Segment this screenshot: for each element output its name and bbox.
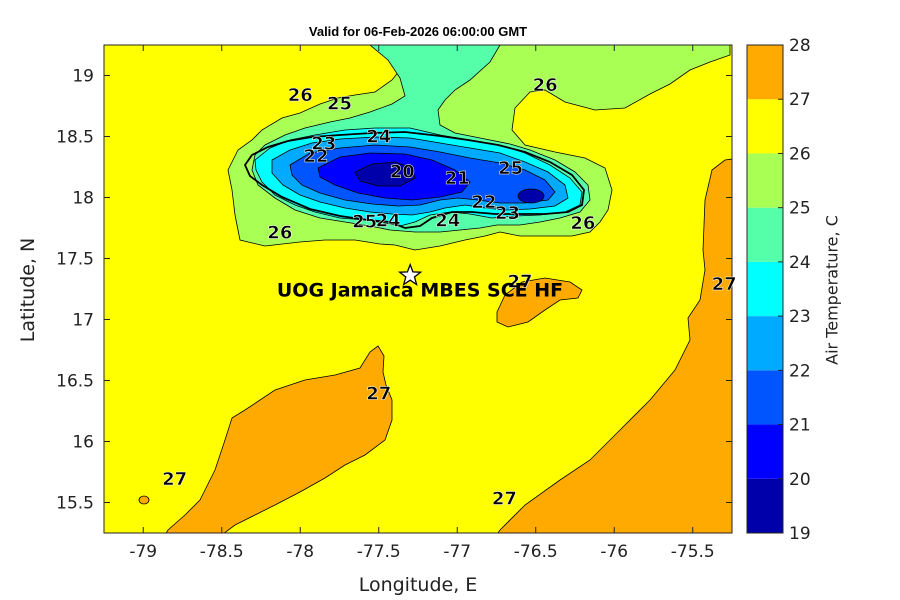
station-star-icon bbox=[397, 262, 423, 287]
map-title: Valid for 06-Feb-2026 06:00:00 GMT bbox=[308, 24, 528, 39]
contour-label: 23 bbox=[311, 134, 336, 155]
band-19-east bbox=[517, 188, 545, 204]
colorbar-segment bbox=[747, 45, 783, 100]
x-tick-label: -75.5 bbox=[671, 542, 715, 562]
band-27-southeast bbox=[497, 158, 732, 533]
x-tick-label: -79 bbox=[129, 542, 157, 562]
contour-field bbox=[104, 45, 732, 533]
y-tick-label: 18 bbox=[72, 189, 94, 209]
contour-label: 27 bbox=[162, 469, 187, 490]
colorbar-segment bbox=[747, 316, 783, 371]
contour-label: 26 bbox=[288, 85, 313, 106]
x-tick-label: -78 bbox=[286, 542, 314, 562]
colorbar-segment bbox=[747, 478, 783, 533]
contour-label: 24 bbox=[435, 210, 460, 231]
colorbar-tick-label: 21 bbox=[789, 416, 811, 436]
colorbar-segment bbox=[747, 207, 783, 262]
band-27-patch bbox=[496, 277, 583, 328]
y-tick-label: 17 bbox=[72, 311, 94, 331]
station-label: UOG Jamaica MBES SCE HF bbox=[277, 280, 563, 302]
contour-label: 22 bbox=[303, 146, 328, 167]
jamaica-coastline bbox=[243, 131, 585, 229]
y-tick-label: 15.5 bbox=[56, 494, 94, 514]
x-tick-label: -76.5 bbox=[514, 542, 558, 562]
y-tick-label: 18.5 bbox=[56, 128, 94, 148]
contour-label: 20 bbox=[390, 162, 415, 183]
contour-label: 22 bbox=[471, 192, 496, 213]
x-tick-label: -77 bbox=[443, 542, 471, 562]
y-tick-label: 16 bbox=[72, 433, 94, 453]
colorbar-tick-label: 25 bbox=[789, 199, 811, 219]
station-marker-group: UOG Jamaica MBES SCE HF bbox=[277, 262, 563, 302]
x-tick-label: -77.5 bbox=[357, 542, 401, 562]
contour-label: 23 bbox=[495, 203, 520, 224]
y-tick-label: 17.5 bbox=[56, 250, 94, 270]
band-27-southwest bbox=[165, 345, 393, 533]
colorbar-tick-label: 23 bbox=[789, 307, 811, 327]
contour-label: 24 bbox=[376, 210, 401, 231]
colorbar-tick-label: 24 bbox=[789, 253, 811, 273]
colorbar-segment bbox=[747, 424, 783, 479]
colorbar-segment bbox=[747, 370, 783, 425]
y-tick-label: 19 bbox=[72, 67, 94, 87]
contour-label: 21 bbox=[445, 168, 470, 189]
contour-label: 25 bbox=[352, 212, 377, 233]
colorbar-tick-label: 26 bbox=[789, 144, 811, 164]
contour-label: 27 bbox=[508, 271, 533, 292]
colorbar-segment bbox=[747, 261, 783, 317]
contour-label: 27 bbox=[492, 489, 517, 510]
contour-label: 25 bbox=[498, 158, 523, 179]
colorbar-tick-label: 20 bbox=[789, 470, 811, 490]
colorbar-tick-label: 22 bbox=[789, 361, 811, 381]
colorbar: 19 20 21 22 23 24 25 26 27 28 bbox=[746, 36, 811, 544]
contour-label: 26 bbox=[267, 223, 292, 244]
x-tick-label: -78.5 bbox=[200, 542, 244, 562]
contour-label: 27 bbox=[366, 384, 391, 405]
plot-frame bbox=[103, 44, 733, 534]
contour-label: 24 bbox=[366, 126, 391, 147]
colorbar-tick-label: 28 bbox=[789, 36, 811, 56]
colorbar-frame bbox=[746, 44, 784, 534]
contour-label: 27 bbox=[712, 274, 737, 295]
contour-label: 26 bbox=[533, 75, 558, 96]
band-27-dot bbox=[138, 495, 150, 505]
band-19-west bbox=[354, 161, 416, 187]
x-tick-label: -76 bbox=[600, 542, 628, 562]
contour-label: 25 bbox=[327, 93, 352, 114]
colorbar-tick-label: 19 bbox=[789, 524, 811, 544]
contour-label: 26 bbox=[570, 213, 595, 234]
x-axis-ticks: -79 -78.5 -78 -77.5 -77 -76.5 -76 -75.5 bbox=[129, 45, 715, 562]
x-axis-label: Longitude, E bbox=[358, 574, 478, 596]
y-axis-ticks: 15.5 16 16.5 17 17.5 18 18.5 19 bbox=[56, 67, 732, 514]
y-tick-label: 16.5 bbox=[56, 372, 94, 392]
colorbar-segment bbox=[747, 153, 783, 208]
colorbar-tick-label: 27 bbox=[789, 90, 811, 110]
colorbar-segment bbox=[747, 99, 783, 154]
